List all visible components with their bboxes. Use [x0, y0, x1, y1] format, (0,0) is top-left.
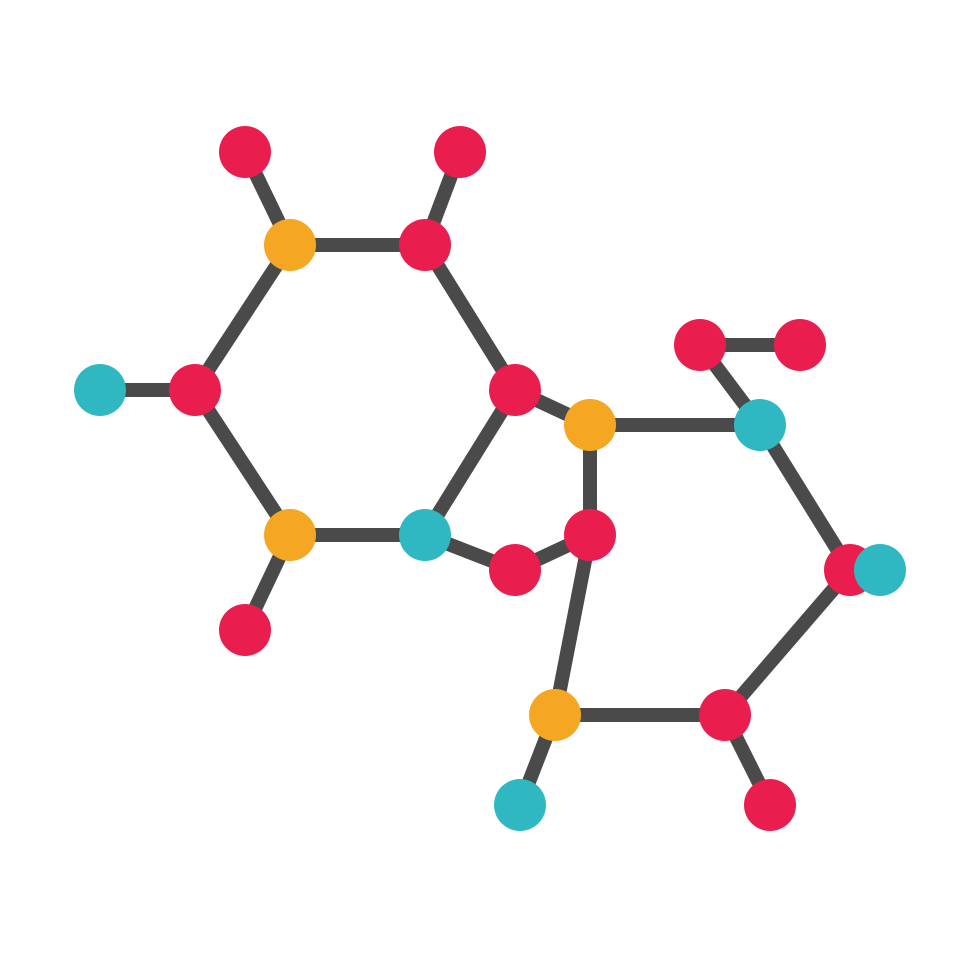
node-n19: [529, 689, 581, 741]
node-n12: [264, 509, 316, 561]
node-n10: [674, 319, 726, 371]
node-n1: [219, 126, 271, 178]
node-n11: [774, 319, 826, 371]
molecule-diagram: [0, 0, 980, 980]
node-n15: [489, 544, 541, 596]
node-n16: [564, 509, 616, 561]
node-n4: [399, 219, 451, 271]
node-n6: [169, 364, 221, 416]
edge: [195, 245, 290, 390]
node-n9: [734, 399, 786, 451]
node-n22: [744, 779, 796, 831]
node-n13: [399, 509, 451, 561]
edge: [555, 535, 590, 715]
node-n8: [564, 399, 616, 451]
node-n21: [494, 779, 546, 831]
node-n14: [219, 604, 271, 656]
node-n7: [489, 364, 541, 416]
node-n5: [74, 364, 126, 416]
node-n2: [434, 126, 486, 178]
node-n20: [699, 689, 751, 741]
edge: [725, 570, 850, 715]
node-n18: [854, 544, 906, 596]
node-n3: [264, 219, 316, 271]
edge: [195, 390, 290, 535]
nodes-layer: [74, 126, 906, 831]
edges-layer: [100, 152, 880, 805]
